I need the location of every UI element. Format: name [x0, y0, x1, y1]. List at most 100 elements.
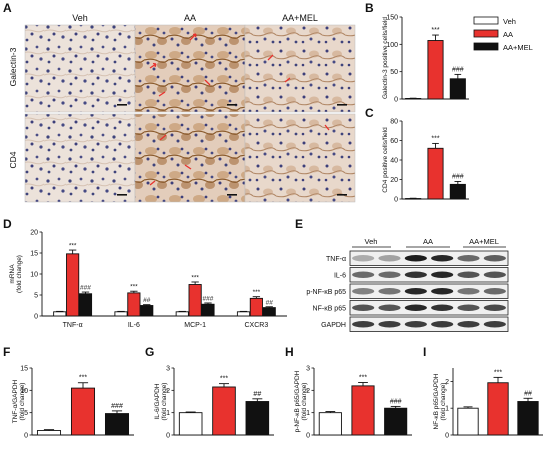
- bar-aa: [188, 284, 202, 317]
- bar-veh: [457, 407, 479, 436]
- significance-label: ##: [524, 390, 532, 397]
- blot-group-veh: Veh: [365, 237, 378, 246]
- bar-veh: [236, 311, 251, 317]
- blot-band: [431, 321, 454, 328]
- blot-row-label: GAPDH: [321, 322, 346, 329]
- legend-swatch-mel: [473, 42, 499, 51]
- significance-label: ***: [431, 27, 439, 34]
- micrograph-galectin3-mel: [244, 24, 356, 113]
- significance-label: ***: [130, 284, 138, 291]
- x-tick-label: MCP-1: [184, 322, 206, 329]
- bar-aa: [127, 292, 141, 317]
- blot-band: [352, 304, 375, 311]
- blot-group-aa: AA: [423, 237, 433, 246]
- significance-label: ***: [431, 135, 439, 142]
- y-axis-label-line: (fold change): [19, 383, 26, 421]
- y-tick-label: 15: [20, 366, 28, 373]
- blot-band: [457, 304, 480, 311]
- y-axis-label: mRNA(fold change): [9, 255, 23, 293]
- y-axis-label-line: NF-κB p65/GAPDH: [433, 373, 440, 429]
- histology-col-aa: AA: [184, 13, 196, 23]
- bar-aa: [70, 387, 96, 436]
- y-tick-label: 15: [30, 251, 38, 258]
- y-tick-label: 50: [390, 69, 398, 76]
- bar-veh: [178, 412, 203, 436]
- y-tick-label: 1: [445, 406, 449, 413]
- panel-label-b: B: [365, 1, 374, 15]
- blot-row-label: NF-κB p65: [313, 305, 347, 312]
- y-axis-label-line: IL-6/GAPDH: [154, 383, 161, 419]
- significance-label: ###: [452, 66, 464, 73]
- legend-label-mel: AA+MEL: [503, 43, 533, 52]
- y-tick-label: 10: [20, 388, 28, 395]
- significance-label: ***: [494, 369, 502, 376]
- y-tick-label: 20: [390, 177, 398, 184]
- significance-label: ###: [111, 403, 123, 410]
- y-axis-label: IL-6/GAPDH(fold change): [154, 383, 168, 421]
- bar-aa-mel: [384, 407, 408, 436]
- scale-bar: [227, 104, 237, 106]
- y-axis-label-line: TNF-α/GAPDH: [12, 379, 19, 423]
- blot-band: [431, 288, 454, 295]
- blot-row-label: IL-6: [334, 272, 346, 279]
- blot-band: [404, 288, 427, 295]
- significance-label: ***: [220, 376, 228, 383]
- legend-label-aa: AA: [503, 30, 513, 39]
- blot-band: [457, 321, 480, 328]
- blot-band: [431, 255, 454, 262]
- micrograph-galectin3-aa: [134, 24, 246, 113]
- y-tick-label: 60: [390, 138, 398, 145]
- y-tick-label: 5: [24, 410, 28, 417]
- panel-label-a: A: [3, 1, 12, 15]
- blot-band: [378, 255, 401, 262]
- panel-label-e: E: [295, 217, 303, 231]
- panel-a-histology: Veh AA AA+MEL Galectin-3 CD4: [8, 13, 356, 203]
- y-tick-label: 1: [306, 410, 310, 417]
- significance-label: ***: [69, 243, 77, 250]
- y-tick-label: 0: [166, 433, 170, 440]
- y-tick-label: 2: [445, 379, 449, 386]
- significance-label: ###: [452, 173, 464, 180]
- blot-band: [431, 271, 454, 278]
- panel-label-g: G: [145, 345, 154, 359]
- blot-band: [483, 288, 506, 295]
- y-tick-label: 10: [30, 272, 38, 279]
- bar-veh: [318, 412, 342, 436]
- significance-label: ***: [253, 289, 261, 296]
- scale-bar: [117, 104, 127, 106]
- panel-label-f: F: [3, 345, 10, 359]
- bar-aa-mel: [104, 413, 130, 436]
- blot-band: [483, 255, 506, 262]
- significance-label: ##: [143, 297, 151, 304]
- bar-aa-mel: [201, 303, 215, 317]
- bar-aa-mel: [140, 305, 154, 317]
- legend-swatch-veh: [473, 16, 499, 25]
- y-tick-label: 3: [306, 366, 310, 373]
- legend-label-veh: Veh: [503, 17, 516, 26]
- y-tick-label: 1: [166, 410, 170, 417]
- chart-g-il6: 0 1 2 3 IL-6/GAPDH(fold change) *** ##: [154, 366, 274, 440]
- blot-band: [457, 271, 480, 278]
- bar-veh: [36, 430, 62, 436]
- blot-band: [352, 288, 375, 295]
- y-axis-label-line: (fold change): [161, 383, 168, 421]
- blot-strip: [349, 316, 509, 332]
- bar-aa-mel: [517, 401, 539, 436]
- histology-col-mel: AA+MEL: [282, 13, 318, 23]
- micrograph-cd4-aa: [134, 113, 246, 203]
- panel-label-h: H: [285, 345, 294, 359]
- scale-bar: [337, 104, 347, 106]
- significance-label: ***: [359, 375, 367, 382]
- micrograph-cd4-mel: [244, 113, 356, 203]
- arrow-icon: [149, 33, 330, 186]
- y-axis-label: NF-κB p65/GAPDH(fold change): [433, 373, 447, 429]
- blot-band: [352, 271, 375, 278]
- panel-label-c: C: [365, 106, 374, 120]
- blot-band: [483, 271, 506, 278]
- bar-aa-mel: [78, 293, 93, 317]
- blot-band: [404, 255, 427, 262]
- bar-aa: [249, 297, 263, 317]
- y-axis-label-line: (fold change): [301, 383, 308, 421]
